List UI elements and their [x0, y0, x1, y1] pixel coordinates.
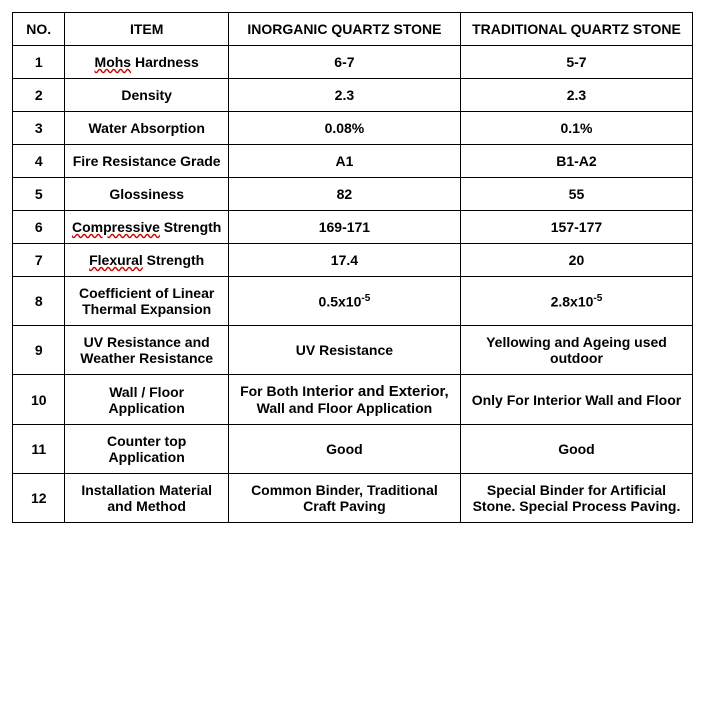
- cell-inorganic: 6-7: [228, 46, 460, 79]
- cell-no: 8: [13, 277, 65, 326]
- cell-traditional: 157-177: [460, 211, 692, 244]
- table-row: 8Coefficient of Linear Thermal Expansion…: [13, 277, 693, 326]
- cell-inorganic: UV Resistance: [228, 326, 460, 375]
- cell-traditional: 0.1%: [460, 112, 692, 145]
- cell-item: Density: [65, 79, 228, 112]
- cell-traditional: Yellowing and Ageing used outdoor: [460, 326, 692, 375]
- cell-inorganic: Good: [228, 425, 460, 474]
- table-row: 5Glossiness8255: [13, 178, 693, 211]
- cell-traditional: 20: [460, 244, 692, 277]
- table-row: 4Fire Resistance GradeA1B1-A2: [13, 145, 693, 178]
- table-row: 2Density2.32.3: [13, 79, 693, 112]
- cell-item: Water Absorption: [65, 112, 228, 145]
- table-body: 1Mohs Hardness6-75-72Density2.32.33Water…: [13, 46, 693, 523]
- cell-traditional: Good: [460, 425, 692, 474]
- cell-item: Glossiness: [65, 178, 228, 211]
- cell-traditional: Special Binder for Artificial Stone. Spe…: [460, 474, 692, 523]
- cell-item: Compressive Strength: [65, 211, 228, 244]
- cell-item: Wall / Floor Application: [65, 375, 228, 425]
- header-inorganic: INORGANIC QUARTZ STONE: [228, 13, 460, 46]
- comparison-table: NO. ITEM INORGANIC QUARTZ STONE TRADITIO…: [12, 12, 693, 523]
- cell-item: Fire Resistance Grade: [65, 145, 228, 178]
- cell-inorganic: 82: [228, 178, 460, 211]
- cell-traditional: 5-7: [460, 46, 692, 79]
- cell-traditional: B1-A2: [460, 145, 692, 178]
- cell-inorganic: 17.4: [228, 244, 460, 277]
- cell-item: Flexural Strength: [65, 244, 228, 277]
- cell-traditional: 2.3: [460, 79, 692, 112]
- cell-no: 1: [13, 46, 65, 79]
- table-row: 9UV Resistance and Weather ResistanceUV …: [13, 326, 693, 375]
- table-row: 1Mohs Hardness6-75-7: [13, 46, 693, 79]
- cell-inorganic: For Both Interior and Exterior, Wall and…: [228, 375, 460, 425]
- cell-item: Mohs Hardness: [65, 46, 228, 79]
- cell-no: 4: [13, 145, 65, 178]
- cell-no: 11: [13, 425, 65, 474]
- table-row: 12Installation Material and MethodCommon…: [13, 474, 693, 523]
- cell-no: 9: [13, 326, 65, 375]
- cell-traditional: Only For Interior Wall and Floor: [460, 375, 692, 425]
- cell-traditional: 55: [460, 178, 692, 211]
- cell-inorganic: 0.5x10-5: [228, 277, 460, 326]
- cell-item: Counter top Application: [65, 425, 228, 474]
- cell-no: 3: [13, 112, 65, 145]
- table-row: 3Water Absorption0.08%0.1%: [13, 112, 693, 145]
- table-row: 7Flexural Strength17.420: [13, 244, 693, 277]
- cell-item: Coefficient of Linear Thermal Expansion: [65, 277, 228, 326]
- table-header-row: NO. ITEM INORGANIC QUARTZ STONE TRADITIO…: [13, 13, 693, 46]
- table-row: 6Compressive Strength169-171157-177: [13, 211, 693, 244]
- cell-inorganic: A1: [228, 145, 460, 178]
- cell-item: UV Resistance and Weather Resistance: [65, 326, 228, 375]
- cell-inorganic: 2.3: [228, 79, 460, 112]
- header-item: ITEM: [65, 13, 228, 46]
- table-row: 10Wall / Floor ApplicationFor Both Inter…: [13, 375, 693, 425]
- cell-no: 5: [13, 178, 65, 211]
- cell-no: 12: [13, 474, 65, 523]
- cell-inorganic: 169-171: [228, 211, 460, 244]
- header-no: NO.: [13, 13, 65, 46]
- cell-item: Installation Material and Method: [65, 474, 228, 523]
- cell-no: 10: [13, 375, 65, 425]
- cell-no: 7: [13, 244, 65, 277]
- table-row: 11Counter top ApplicationGoodGood: [13, 425, 693, 474]
- cell-no: 2: [13, 79, 65, 112]
- header-traditional: TRADITIONAL QUARTZ STONE: [460, 13, 692, 46]
- cell-inorganic: Common Binder, Traditional Craft Paving: [228, 474, 460, 523]
- cell-no: 6: [13, 211, 65, 244]
- cell-traditional: 2.8x10-5: [460, 277, 692, 326]
- cell-inorganic: 0.08%: [228, 112, 460, 145]
